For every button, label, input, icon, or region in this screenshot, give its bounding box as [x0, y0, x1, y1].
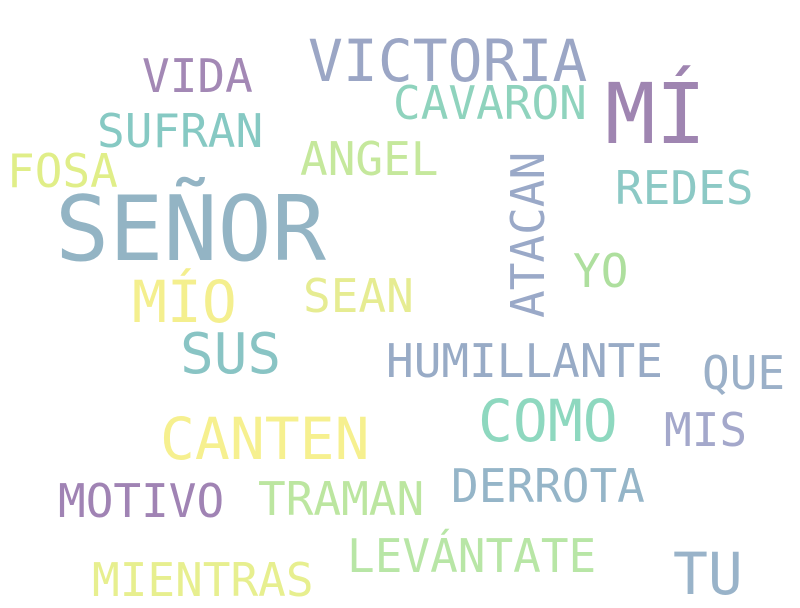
word-mi-accent: MÍ [605, 65, 707, 163]
word-mientras: MIENTRAS [92, 553, 314, 607]
word-motivo: MOTIVO [58, 474, 225, 528]
word-angel: ANGEL [300, 132, 439, 186]
word-mio: MÍO [132, 268, 237, 336]
word-sean: SEAN [303, 269, 414, 323]
word-traman: TRAMAN [258, 472, 425, 526]
word-fosa: FOSA [7, 144, 118, 198]
word-sufran: SUFRAN [97, 104, 264, 158]
word-tu: TU [673, 540, 743, 608]
word-yo: YO [573, 244, 629, 298]
word-como: COMO [478, 387, 618, 455]
word-senor: SEÑOR [55, 177, 326, 282]
word-vida: VIDA [142, 49, 253, 103]
word-mis: MIS [664, 403, 748, 457]
word-victoria: VICTORIA [308, 27, 588, 95]
word-sus: SUS [180, 322, 282, 387]
word-atacan: ATACAN [501, 151, 555, 318]
word-levantate: LEVÁNTATE [347, 529, 597, 583]
word-cavaron: CAVARON [393, 76, 587, 130]
word-canten: CANTEN [160, 405, 370, 473]
word-redes: REDES [615, 161, 754, 215]
word-humillante: HUMILLANTE [386, 334, 663, 388]
word-derrota: DERROTA [451, 459, 645, 513]
word-que: QUE [702, 346, 786, 400]
